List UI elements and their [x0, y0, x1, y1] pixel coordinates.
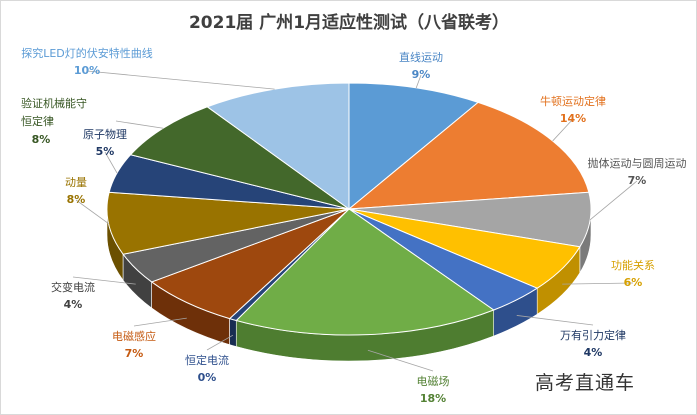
slice-2-top-face: [348, 191, 592, 248]
slice-9-value-label: 8%: [67, 193, 86, 206]
slice-0-category-label: 直线运动: [399, 50, 443, 64]
slice-7-category-label: 电磁感应: [112, 329, 156, 343]
slice-9-category-label: 动量: [65, 176, 87, 189]
slice-8-category-label: 交变电流: [51, 280, 95, 294]
slice-2-category-label: 抛体运动与圆周运动: [588, 156, 687, 170]
slice-10-value-label: 5%: [96, 145, 115, 158]
slice-6-category-label: 恒定电流: [185, 353, 229, 367]
slice-2-value-label: 7%: [628, 174, 647, 187]
slice-6-side-wall: [229, 318, 237, 347]
pie-side-walls: [106, 208, 592, 362]
slice-5-top-face: [235, 208, 495, 336]
chart-title: 2021届 广州1月适应性测试（八省联考）: [189, 12, 509, 33]
slice-0-top-face: [348, 82, 480, 211]
slice-1-top-face: [347, 101, 590, 210]
slice-6-value-label: 0%: [198, 371, 217, 384]
slice-5-category-label: 电磁场: [417, 374, 450, 388]
leader-lines: [72, 70, 638, 372]
slice-1-leader-line: [552, 118, 574, 142]
slice-4-category-label: 万有引力定律: [560, 328, 626, 342]
slice-2-leader-line: [589, 180, 638, 221]
slice-0-value-label: 9%: [412, 68, 431, 81]
slice-4-value-label: 4%: [584, 346, 603, 359]
slice-6-leader-line: [206, 334, 234, 351]
slice-11-value-label: 8%: [32, 133, 51, 146]
slice-7-leader-line: [133, 317, 187, 327]
slice-12-value-label: 10%: [74, 64, 100, 77]
slice-3-category-label: 功能关系: [611, 258, 655, 272]
slice-7-value-label: 7%: [125, 347, 144, 360]
slice-11-category-label: 验证机械能守恒定律: [21, 96, 87, 128]
slice-7-top-face: [150, 208, 350, 320]
slice-3-value-label: 6%: [624, 276, 643, 289]
slice-12-top-face: [206, 82, 350, 210]
slice-5-leader-line: [367, 349, 434, 372]
slice-12-category-label: 探究LED灯的伏安特性曲线: [21, 46, 153, 60]
slice-9-top-face: [106, 191, 350, 255]
slice-11-top-face: [129, 106, 350, 210]
slice-8-value-label: 4%: [64, 298, 83, 311]
slice-12-leader-line: [86, 70, 275, 90]
slice-3-leader-line: [562, 282, 634, 285]
slice-0-leader-line: [415, 74, 422, 89]
data-labels: 直线运动 9% 牛顿运动定律 14% 抛体运动与圆周运动 7% 功能关系 6% 万有引力定律 4%…: [21, 46, 687, 405]
slice-9-leader-line: [75, 199, 109, 225]
slice-5-value-label: 18%: [420, 392, 446, 405]
pie-top-faces: [106, 82, 592, 336]
slice-10-category-label: 原子物理: [83, 127, 127, 141]
slice-1-value-label: 14%: [560, 112, 586, 125]
slice-10-leader-line: [104, 151, 118, 174]
slice-11-leader-line: [115, 120, 164, 129]
slice-1-category-label: 牛顿运动定律: [540, 94, 606, 108]
slice-4-leader-line: [516, 315, 594, 326]
watermark-text: 高考直通车: [535, 372, 636, 394]
slice-8-leader-line: [72, 276, 136, 285]
